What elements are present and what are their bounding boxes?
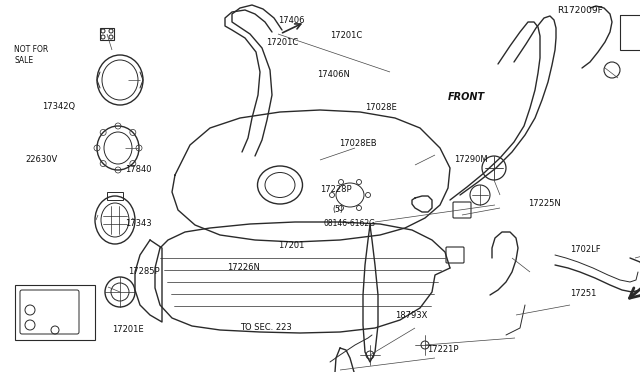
Text: (5): (5) (333, 205, 344, 214)
Text: 17840: 17840 (125, 165, 151, 174)
Text: 17201E: 17201E (112, 325, 143, 334)
Text: R172009F: R172009F (557, 6, 602, 15)
Text: 22630V: 22630V (26, 155, 58, 164)
Text: 17406: 17406 (278, 16, 305, 25)
Text: 18793X: 18793X (396, 311, 428, 320)
Text: 1702LF: 1702LF (570, 245, 600, 254)
Text: 17028E: 17028E (365, 103, 397, 112)
Text: 17285P: 17285P (128, 267, 159, 276)
Text: 17221P: 17221P (428, 345, 459, 354)
Text: 17343: 17343 (125, 219, 152, 228)
Text: 17225N: 17225N (528, 199, 561, 208)
Text: NOT FOR
SALE: NOT FOR SALE (14, 45, 49, 65)
Text: 17251: 17251 (570, 289, 596, 298)
Text: 17226N: 17226N (227, 263, 260, 272)
Text: 17228P: 17228P (320, 185, 351, 194)
Text: 17201C: 17201C (266, 38, 298, 47)
Text: 17028EB: 17028EB (339, 139, 377, 148)
Text: 17201C: 17201C (330, 31, 362, 40)
Text: 17342Q: 17342Q (42, 102, 75, 110)
Text: 17201: 17201 (278, 241, 305, 250)
Text: FRONT: FRONT (448, 92, 485, 102)
Text: TO SEC. 223: TO SEC. 223 (240, 323, 292, 332)
Text: 17290M: 17290M (454, 155, 488, 164)
Text: 17406N: 17406N (317, 70, 349, 79)
Text: 08146-6162G: 08146-6162G (323, 219, 375, 228)
